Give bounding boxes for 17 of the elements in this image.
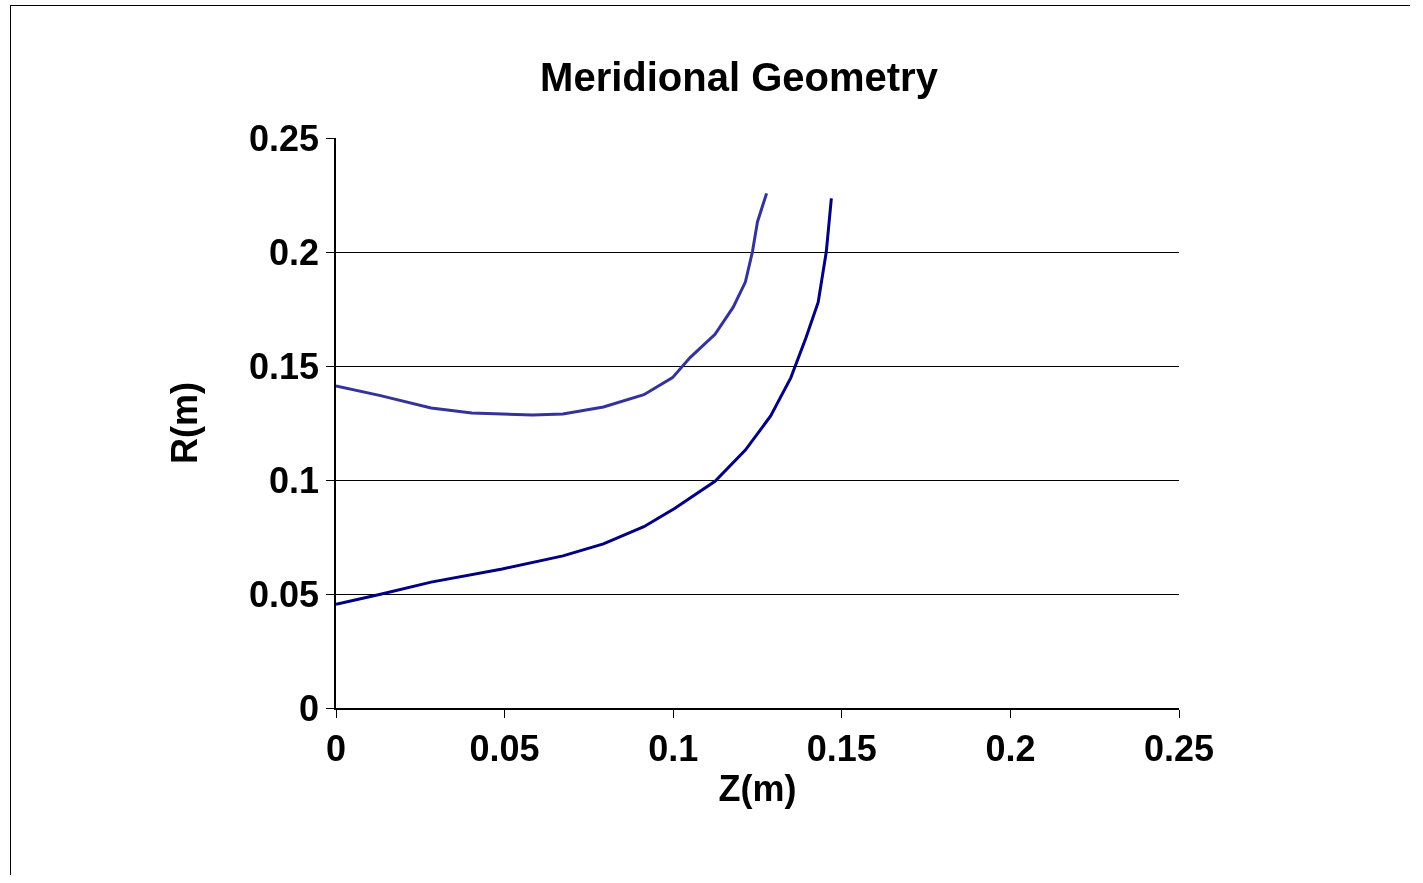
y-axis-title: R(m) bbox=[164, 382, 206, 464]
y-tick-label: 0 bbox=[299, 687, 320, 729]
x-tick-label: 0.2 bbox=[985, 727, 1036, 769]
x-axis-title: Z(m) bbox=[718, 768, 797, 810]
y-tick-label: 0.1 bbox=[269, 459, 320, 501]
line-series bbox=[336, 191, 769, 417]
y-tick-label: 0.25 bbox=[248, 117, 320, 159]
x-tick-label: 0 bbox=[325, 727, 347, 769]
x-tick-label: 0.1 bbox=[648, 727, 699, 769]
y-tick-label: 0.15 bbox=[248, 345, 320, 387]
y-tick-label: 0.05 bbox=[248, 573, 320, 615]
line-series bbox=[336, 196, 833, 606]
x-tick-label: 0.05 bbox=[469, 727, 540, 769]
x-tick-label: 0.15 bbox=[806, 727, 877, 769]
x-tick-label: 0.25 bbox=[1143, 727, 1215, 769]
chart-title: Meridional Geometry bbox=[540, 54, 939, 99]
y-tick-label: 0.2 bbox=[269, 231, 320, 273]
